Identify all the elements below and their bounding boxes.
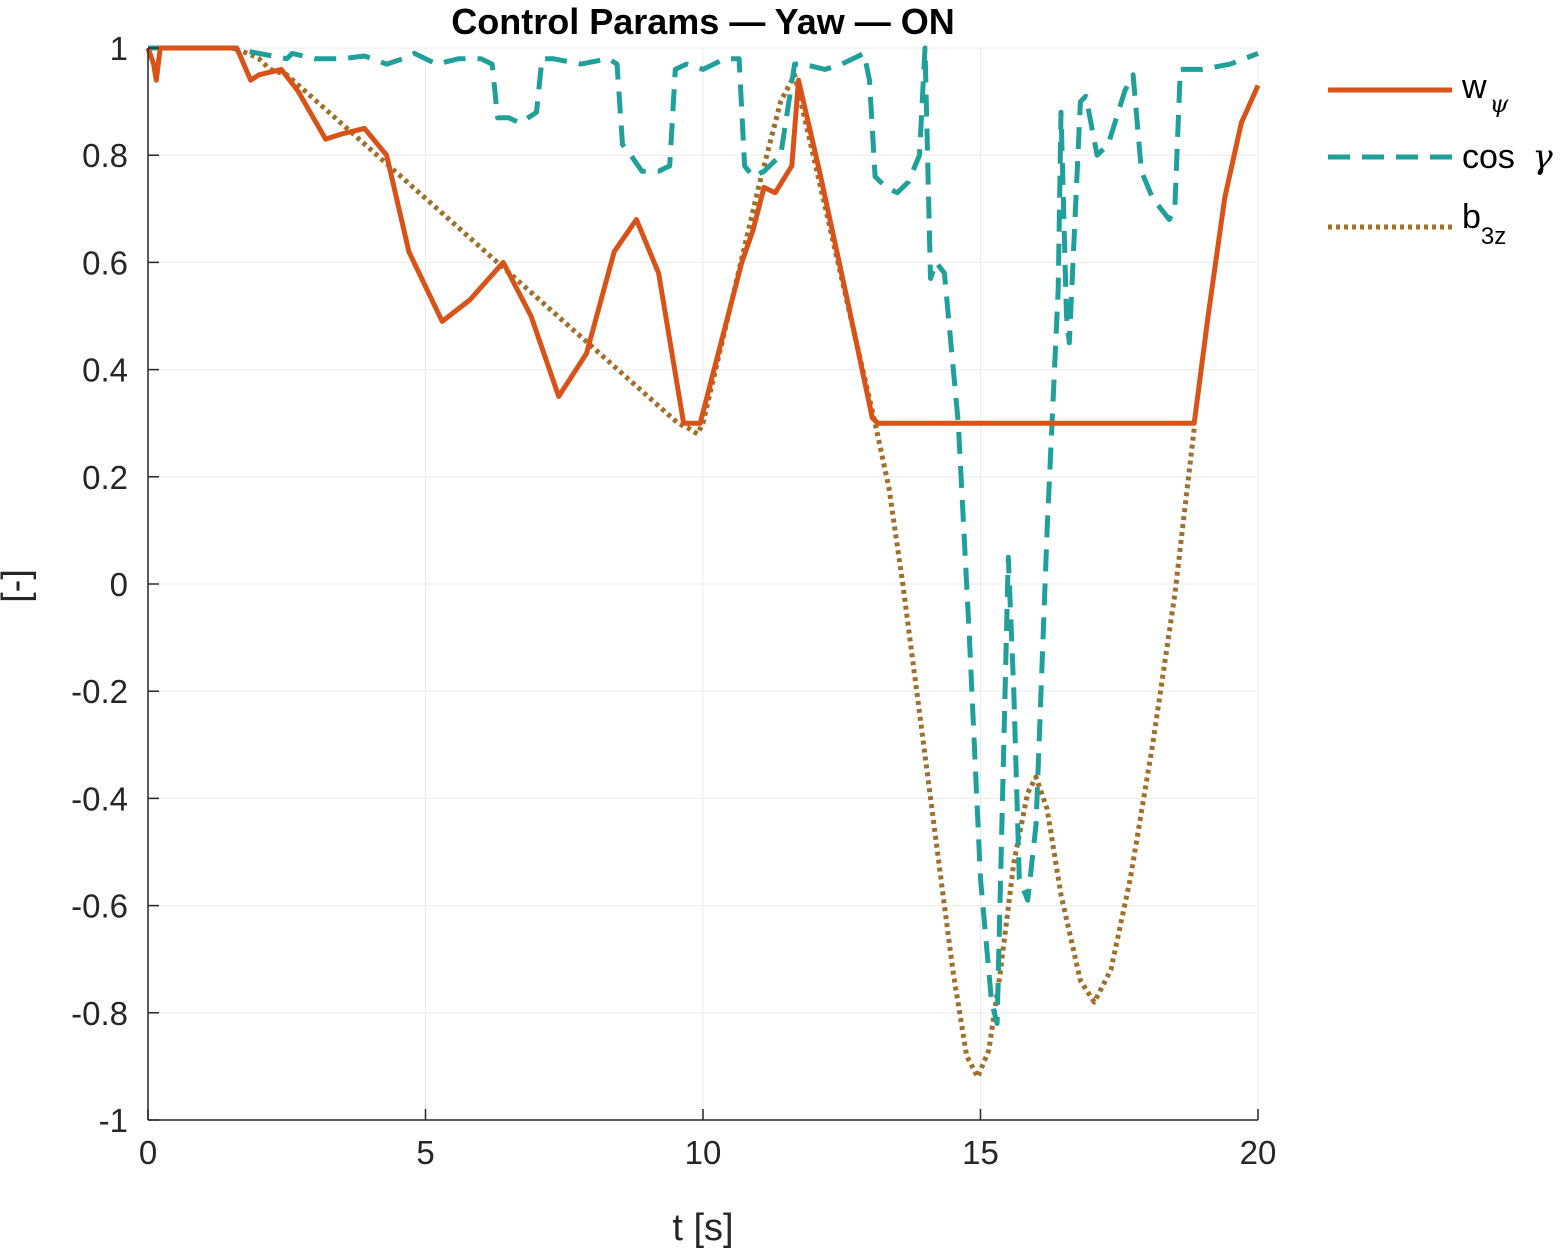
y-tick-label: -0.6	[71, 888, 128, 925]
y-tick-label: 0.6	[82, 244, 128, 281]
y-tick-label: 0.2	[82, 459, 128, 496]
grid-lines	[147, 47, 1259, 1121]
chart-title: Control Params — Yaw — ON	[451, 1, 954, 42]
legend-b3z-sub: 3z	[1481, 223, 1506, 250]
legend-label-cos-gamma: cos γ	[1462, 137, 1553, 177]
x-tick-label: 15	[962, 1134, 999, 1171]
legend-label-b3z: b3z	[1462, 198, 1506, 250]
legend-b3z-main: b	[1462, 198, 1481, 236]
series-line-b3z	[148, 45, 1197, 1080]
series-line-cos-gamma	[148, 45, 1259, 1026]
y-tick-label: 0	[110, 566, 128, 603]
axes	[147, 47, 1259, 1121]
x-tick-label: 5	[416, 1134, 434, 1171]
series-layer	[145, 45, 1261, 1080]
series-line-w-psi	[145, 45, 1261, 426]
y-tick-label: -0.2	[71, 673, 128, 710]
x-tick-label: 20	[1240, 1134, 1277, 1171]
y-tick-label: -0.4	[71, 780, 128, 817]
legend-w-psi-sub: ψ	[1490, 90, 1510, 118]
legend-cos-gamma-greek: γ	[1532, 137, 1553, 177]
x-tick-label: 0	[139, 1134, 157, 1171]
y-tick-label: -0.8	[71, 995, 128, 1032]
x-tick-label: 10	[685, 1134, 722, 1171]
y-tick-label: 0.8	[82, 137, 128, 174]
legend-cos-gamma-main: cos	[1462, 138, 1524, 176]
y-axis-label: [-]	[0, 569, 37, 603]
y-tick-label: 0.4	[82, 352, 128, 389]
x-axis-label: t [s]	[672, 1207, 733, 1249]
y-tick-label: 1	[110, 30, 128, 67]
legend-w-psi-main: w	[1461, 68, 1487, 106]
tick-labels: 0 5 10 15 20 -1 -0.8 -0.6 -0.4 -0.2 0 0.2 0.4 0.6 0.8 1	[71, 30, 1276, 1171]
y-tick-label: -1	[99, 1102, 128, 1139]
